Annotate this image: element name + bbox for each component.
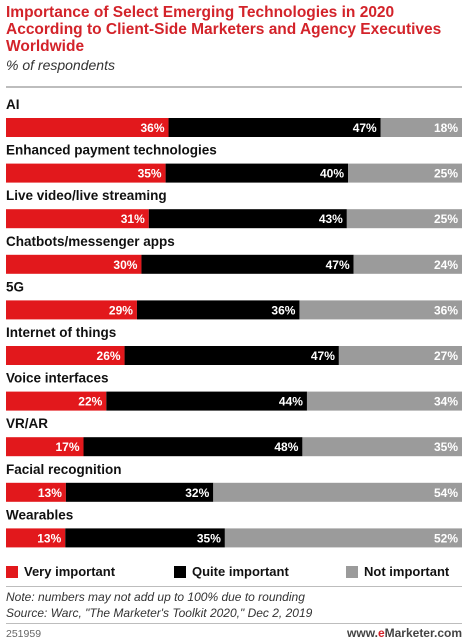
data-label-quite-important-voice-interfaces: 44% <box>279 395 303 409</box>
bar-very-important-wearables <box>6 528 66 548</box>
data-label-quite-important-chatbots-messenger-apps: 47% <box>326 258 350 272</box>
data-label-very-important-5g: 29% <box>109 303 133 317</box>
bar-not-important-vr-ar <box>302 437 462 457</box>
data-label-very-important-enhanced-payment-technologies: 35% <box>138 167 162 181</box>
bar-quite-important-enhanced-payment-technologies <box>165 163 348 183</box>
brand-link[interactable]: www.eMarketer.com <box>347 626 462 640</box>
brand-e: e <box>377 626 385 640</box>
legend-item-very-important: Very important <box>6 564 115 579</box>
chart-id: 251959 <box>6 628 42 640</box>
brand-prefix: www. <box>347 626 378 640</box>
category-label-live-video-live-streaming: Live video/live streaming <box>6 188 167 203</box>
legend-swatch-not-important <box>346 565 358 578</box>
data-label-not-important-facial-recognition: 54% <box>434 486 458 500</box>
legend-item-quite-important: Quite important <box>174 564 289 579</box>
data-label-very-important-ai: 36% <box>141 121 165 135</box>
bar-very-important-facial-recognition <box>6 482 66 502</box>
data-label-not-important-wearables: 52% <box>434 531 458 545</box>
bar-quite-important-facial-recognition <box>65 482 214 502</box>
bar-very-important-live-video-live-streaming <box>6 209 149 229</box>
legend: Very important Quite important Not impor… <box>6 564 466 580</box>
bar-quite-important-ai <box>168 118 381 137</box>
data-label-very-important-wearables: 13% <box>37 531 61 545</box>
data-label-quite-important-live-video-live-streaming: 43% <box>319 212 343 226</box>
bar-not-important-wearables <box>224 528 462 548</box>
brand-rest: Marketer.com <box>384 626 462 640</box>
bar-not-important-facial-recognition <box>213 482 462 502</box>
bar-very-important-internet-of-things <box>6 346 125 365</box>
data-label-very-important-live-video-live-streaming: 31% <box>121 212 145 226</box>
bar-quite-important-chatbots-messenger-apps <box>141 254 354 274</box>
bar-quite-important-5g <box>136 300 300 320</box>
legend-label-not-important: Not important <box>364 564 450 579</box>
category-label-enhanced-payment-technologies: Enhanced payment technologies <box>6 143 217 158</box>
bar-quite-important-live-video-live-streaming <box>148 209 347 229</box>
legend-swatch-quite-important <box>174 565 186 578</box>
data-label-not-important-enhanced-payment-technologies: 25% <box>434 167 458 181</box>
bar-quite-important-wearables <box>65 528 225 548</box>
data-label-very-important-chatbots-messenger-apps: 30% <box>113 258 137 272</box>
bar-not-important-enhanced-payment-technologies <box>348 163 462 183</box>
bar-quite-important-vr-ar <box>83 437 303 457</box>
bar-very-important-enhanced-payment-technologies <box>6 163 166 183</box>
data-label-very-important-internet-of-things: 26% <box>97 349 121 363</box>
category-label-chatbots-messenger-apps: Chatbots/messenger apps <box>6 234 175 249</box>
data-label-not-important-chatbots-messenger-apps: 24% <box>434 258 458 272</box>
bar-quite-important-internet-of-things <box>124 346 339 365</box>
data-label-very-important-facial-recognition: 13% <box>38 486 62 500</box>
category-label-vr-ar: VR/AR <box>6 416 48 431</box>
data-label-quite-important-enhanced-payment-technologies: 40% <box>320 167 344 181</box>
legend-label-quite-important: Quite important <box>192 564 289 579</box>
bar-very-important-ai <box>6 118 169 137</box>
data-label-not-important-voice-interfaces: 34% <box>434 395 458 409</box>
data-label-quite-important-facial-recognition: 32% <box>185 486 209 500</box>
legend-item-not-important: Not important <box>346 564 449 579</box>
stacked-bar-chart: AI 36% 47% 18% Enhanced payment technologies… <box>6 97 462 548</box>
top-divider <box>6 86 462 88</box>
bar-very-important-chatbots-messenger-apps <box>6 254 142 274</box>
category-label-wearables: Wearables <box>6 507 73 522</box>
category-label-voice-interfaces: Voice interfaces <box>6 371 109 386</box>
bar-very-important-voice-interfaces <box>6 391 107 411</box>
legend-divider <box>6 586 462 587</box>
data-label-quite-important-wearables: 35% <box>197 531 221 545</box>
category-label-5g: 5G <box>6 279 24 294</box>
source-note: Source: Warc, "The Marketer's Toolkit 20… <box>6 606 313 620</box>
data-label-quite-important-ai: 47% <box>353 121 377 135</box>
category-label-ai: AI <box>6 97 20 112</box>
data-label-quite-important-5g: 36% <box>271 303 295 317</box>
bar-not-important-5g <box>299 300 462 320</box>
data-label-not-important-5g: 36% <box>434 303 458 317</box>
legend-label-very-important: Very important <box>24 564 116 579</box>
bar-not-important-voice-interfaces <box>306 391 462 411</box>
bar-quite-important-voice-interfaces <box>106 391 307 411</box>
data-label-quite-important-internet-of-things: 47% <box>311 349 335 363</box>
footnote: Note: numbers may not add up to 100% due… <box>6 590 305 604</box>
data-label-not-important-vr-ar: 35% <box>434 440 458 454</box>
bar-very-important-vr-ar <box>6 437 84 457</box>
data-label-quite-important-vr-ar: 48% <box>274 440 298 454</box>
category-label-facial-recognition: Facial recognition <box>6 462 122 477</box>
bar-not-important-live-video-live-streaming <box>346 209 462 229</box>
data-label-very-important-voice-interfaces: 22% <box>78 395 102 409</box>
category-label-internet-of-things: Internet of things <box>6 325 116 340</box>
data-label-not-important-internet-of-things: 27% <box>434 349 458 363</box>
data-label-very-important-vr-ar: 17% <box>55 440 79 454</box>
bar-not-important-ai <box>380 118 462 137</box>
bar-not-important-internet-of-things <box>338 346 462 365</box>
chart-subtitle: % of respondents <box>6 57 115 73</box>
bar-very-important-5g <box>6 300 137 320</box>
legend-swatch-very-important <box>6 565 18 578</box>
bar-not-important-chatbots-messenger-apps <box>353 254 462 274</box>
data-label-not-important-live-video-live-streaming: 25% <box>434 212 458 226</box>
footer-divider <box>6 623 462 624</box>
chart-title: Importance of Select Emerging Technologi… <box>6 4 442 55</box>
data-label-not-important-ai: 18% <box>434 121 458 135</box>
